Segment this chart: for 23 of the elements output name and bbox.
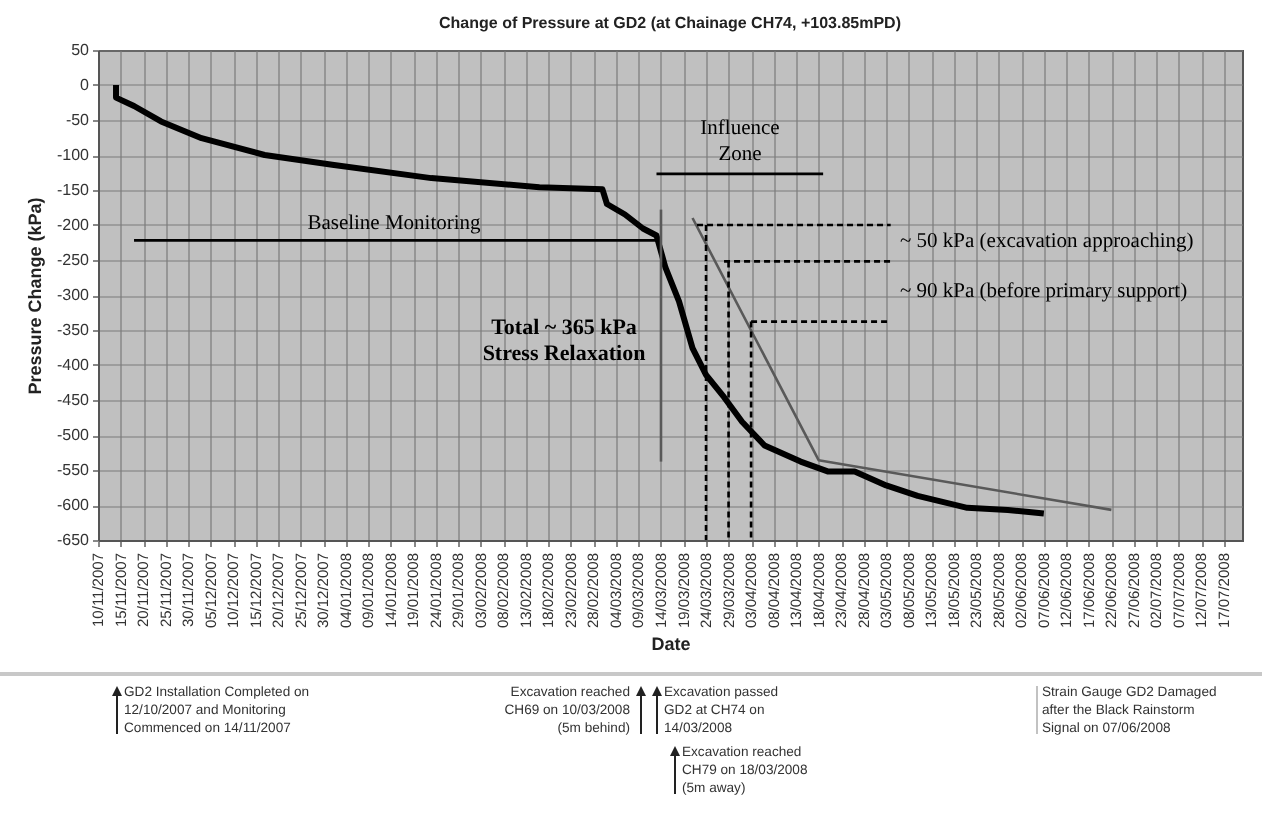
y-tick-label: -350	[56, 321, 91, 339]
y-tick-label: -250	[56, 251, 91, 269]
chart-title: Change of Pressure at GD2 (at Chainage CH74, +103.85mPD)	[439, 14, 902, 32]
annotation: Influence Zone	[700, 118, 781, 166]
y-tick-label: -400	[56, 356, 91, 374]
y-tick-label: 50	[71, 41, 91, 59]
y-tick-label: -500	[56, 426, 91, 444]
y-axis-title: Pressure Change (kPa)	[24, 197, 45, 395]
annotation: ~ 90 kPa (before primary support)	[900, 281, 1189, 304]
y-tick-label: -100	[56, 146, 91, 164]
y-tick-label: -550	[56, 461, 91, 479]
annotation: Total ~ 365 kPa Stress Relaxation	[482, 316, 646, 366]
x-axis-title: Date	[651, 634, 691, 655]
y-tick-label: -50	[65, 111, 91, 129]
y-tick-label: 0	[80, 76, 91, 94]
y-tick-label: -300	[56, 286, 91, 304]
annotation: Baseline Monitoring	[307, 213, 483, 236]
y-tick-label: -150	[56, 181, 91, 199]
y-tick-label: -450	[56, 391, 91, 409]
y-tick-label: -200	[56, 216, 91, 234]
y-tick-label: -650	[56, 531, 91, 549]
annotation: ~ 50 kPa (excavation approaching)	[900, 231, 1195, 254]
y-tick-label: -600	[56, 496, 91, 514]
